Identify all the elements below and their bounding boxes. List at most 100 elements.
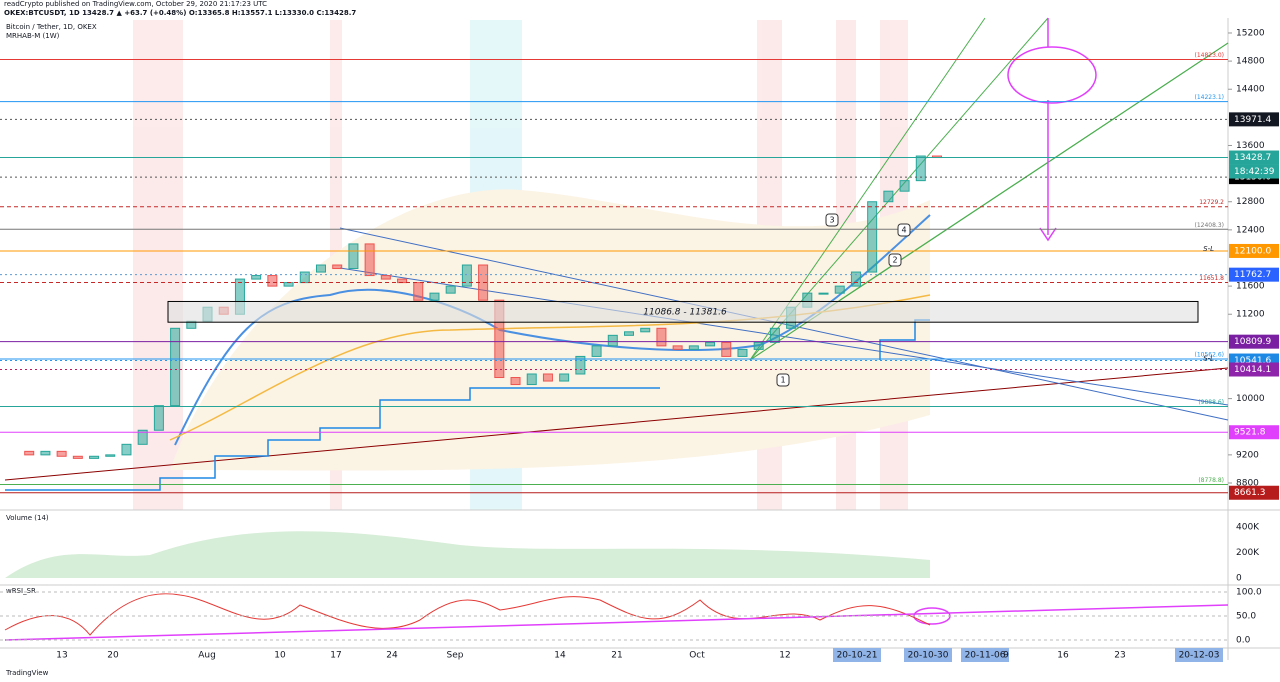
rsi-tick-label: 50.0	[1236, 612, 1256, 622]
x-tick-label: Aug	[198, 651, 216, 661]
x-tick-label: 23	[1114, 651, 1125, 661]
countdown: 18:42:39	[1234, 167, 1275, 177]
y-tick-label: 11200	[1236, 310, 1265, 320]
price-badge-label: 8661.3	[1234, 488, 1266, 498]
candle-body	[656, 327, 667, 347]
price-badge-label: 10414.1	[1234, 365, 1271, 375]
volume-title: Volume (14)	[6, 514, 49, 522]
candle-body	[688, 345, 699, 350]
indicator: MRHAB-M (1W)	[6, 32, 60, 40]
price-badge	[1229, 243, 1279, 258]
candle-body	[413, 282, 424, 301]
volume-band	[5, 531, 930, 578]
price-badge	[1229, 334, 1279, 349]
candle-body	[753, 341, 764, 350]
candle-body	[56, 450, 67, 457]
candle-body	[542, 373, 553, 382]
candle-body	[283, 282, 294, 287]
candle-body	[834, 285, 845, 294]
rsi-tick-label: 100.0	[1236, 588, 1262, 598]
level-label: (12408.3)	[1195, 222, 1225, 229]
volume-tick-label: 0	[1236, 574, 1242, 584]
candle-body	[461, 264, 472, 287]
y-tick-label: 14400	[1236, 85, 1265, 95]
instrument: Bitcoin / Tether, 1D, OKEX	[6, 23, 97, 31]
volume-tick-label: 400K	[1236, 523, 1260, 533]
candle-body	[299, 271, 310, 284]
x-tick-label: 20	[107, 651, 119, 661]
x-tick-label: 13	[56, 651, 67, 661]
price-badge-label: 11762.7	[1234, 270, 1271, 280]
candle-body	[607, 334, 618, 347]
x-tick-label: 20-12-03	[1179, 651, 1220, 661]
countdown-badge	[1229, 164, 1279, 179]
candle-body	[575, 355, 586, 375]
time-badge	[1175, 648, 1223, 662]
time-badge	[961, 648, 1009, 662]
candle-body	[105, 454, 116, 457]
candle-body	[559, 373, 570, 382]
price-badge	[1229, 425, 1279, 440]
x-tick-label: 20-10-21	[837, 651, 878, 661]
rsi-trend	[4, 604, 1229, 641]
candle-body	[850, 271, 861, 287]
candle-body	[121, 443, 132, 456]
marker-box	[888, 253, 902, 267]
candle-body	[445, 285, 456, 294]
rsi-tick-label: 0.0	[1236, 636, 1251, 646]
candle-body	[591, 345, 602, 357]
candle-body	[818, 292, 829, 295]
marker: 3	[829, 216, 834, 225]
marker-box	[825, 213, 839, 227]
candle-body	[526, 373, 537, 386]
candle-body	[24, 450, 35, 456]
x-tick-label: 21	[611, 651, 622, 661]
x-tick-label: 20-10-30	[908, 651, 949, 661]
candle-body	[348, 243, 359, 270]
candle-body	[721, 341, 732, 357]
candle-body	[89, 455, 100, 459]
candle-body	[251, 275, 262, 280]
level-label: 11651.8	[1199, 275, 1224, 282]
x-tick-label: 14	[554, 651, 566, 661]
price-badge-label: 10809.9	[1234, 337, 1271, 347]
y-tick-label: 11600	[1236, 282, 1265, 292]
candle-body	[867, 201, 878, 273]
symbol-line: OKEX:BTCUSDT, 1D 13428.7 ▲ +63.7 (+0.48%…	[4, 9, 356, 17]
y-tick-label: 13600	[1236, 141, 1265, 151]
range-box-label: 11086.8 - 11381.6	[643, 307, 727, 317]
x-tick-label: 12	[779, 651, 790, 661]
candle-body	[899, 180, 910, 192]
price-badge-label: 9521.8	[1234, 428, 1266, 438]
x-tick-label: Oct	[689, 651, 705, 661]
candle-body	[883, 190, 894, 203]
level-label: (14223.1)	[1195, 94, 1225, 101]
y-tick-label: 15200	[1236, 28, 1265, 38]
y-tick-label: 12400	[1236, 225, 1265, 235]
x-tick-label: 10	[274, 651, 286, 661]
publisher: readCrypto published on TradingView.com,…	[4, 0, 267, 8]
price-badge	[1229, 112, 1279, 127]
candle-body	[737, 348, 748, 357]
candle-body	[380, 275, 391, 280]
x-tick-label: 20-11-06	[965, 651, 1006, 661]
price-badge-label: 13971.4	[1234, 115, 1271, 125]
marker-box	[897, 223, 911, 237]
candle-body	[40, 450, 51, 456]
marker: 1	[780, 376, 785, 385]
x-tick-label: 17	[330, 651, 341, 661]
candle-body	[153, 405, 164, 431]
footer: TradingView	[5, 669, 49, 677]
candle-body	[267, 275, 278, 287]
candle-body	[672, 345, 683, 350]
level-label: 12729.2	[1199, 199, 1224, 206]
level-label: (10562.6)	[1195, 352, 1225, 359]
time-badge	[904, 648, 952, 662]
x-tick-label: 9	[1003, 651, 1009, 661]
time-badge	[833, 648, 881, 662]
x-tick-label: 24	[386, 651, 398, 661]
candle-body	[137, 429, 148, 445]
range-box	[167, 300, 1199, 323]
